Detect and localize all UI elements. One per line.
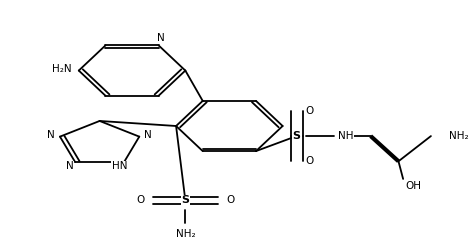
Text: S: S (293, 131, 301, 141)
Text: HN: HN (112, 161, 127, 171)
Text: O: O (305, 106, 313, 116)
Text: O: O (226, 195, 235, 205)
Text: H₂N: H₂N (52, 64, 72, 74)
Text: NH: NH (338, 131, 354, 141)
Text: NH₂: NH₂ (449, 131, 469, 141)
Text: N: N (144, 130, 152, 140)
Text: S: S (181, 195, 189, 205)
Text: OH: OH (405, 181, 421, 192)
Text: N: N (47, 130, 55, 140)
Text: O: O (305, 156, 313, 166)
Text: NH₂: NH₂ (176, 229, 195, 239)
Text: N: N (157, 33, 165, 43)
Text: O: O (136, 195, 144, 205)
Text: N: N (66, 161, 74, 171)
